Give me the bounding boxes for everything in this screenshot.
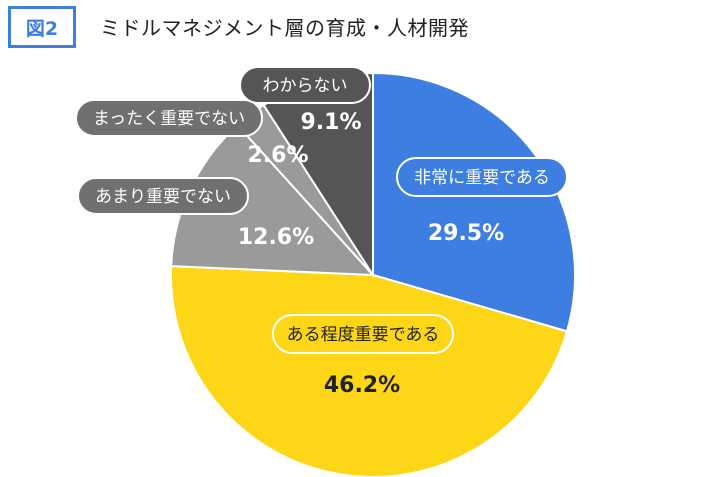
slice-label: あまり重要でない <box>77 177 249 215</box>
slice-label-pill <box>77 177 249 215</box>
slice-label-text: まったく重要でない <box>93 109 245 129</box>
slice-value-label: 46.2% <box>324 373 400 398</box>
slice-label: ある程度重要である <box>272 314 454 354</box>
pie-slice <box>372 71 576 333</box>
slice-label: まったく重要でない <box>75 99 263 137</box>
figure-number-badge: 図2 <box>8 6 76 48</box>
slice-label-text: わからない <box>263 76 348 96</box>
slice-label-pill <box>75 99 263 137</box>
slice-label-text: あまり重要でない <box>95 187 231 207</box>
slice-label-pill <box>239 66 371 104</box>
slice-value-label: 9.1% <box>300 110 361 135</box>
slice-label-pill <box>396 157 568 197</box>
slice-value-label: 2.6% <box>247 143 308 168</box>
slice-label-text: ある程度重要である <box>287 325 440 345</box>
chart-title: ミドルマネジメント層の育成・人材開発 <box>100 16 469 40</box>
slice-value-label: 12.6% <box>238 225 314 250</box>
slice-label: 非常に重要である <box>396 157 568 197</box>
slice-label-text: 非常に重要である <box>414 168 550 188</box>
slice-label: わからない <box>239 66 371 104</box>
slice-label-pill <box>272 314 454 354</box>
slice-value-label: 29.5% <box>428 221 504 246</box>
pie-slice <box>170 265 569 477</box>
